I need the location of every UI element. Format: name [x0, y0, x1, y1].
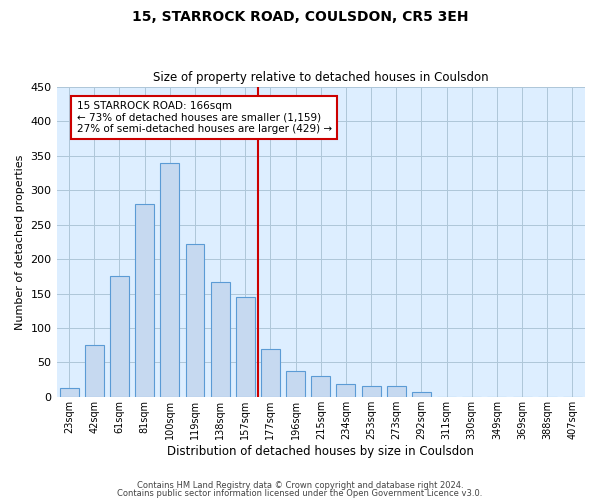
Bar — [311, 376, 330, 397]
Text: Contains public sector information licensed under the Open Government Licence v3: Contains public sector information licen… — [118, 488, 482, 498]
Bar — [387, 386, 406, 397]
Text: 15, STARROCK ROAD, COULSDON, CR5 3EH: 15, STARROCK ROAD, COULSDON, CR5 3EH — [132, 10, 468, 24]
Bar — [362, 386, 380, 397]
Bar — [412, 392, 431, 397]
Bar — [236, 297, 255, 397]
Bar — [110, 276, 129, 397]
Bar — [160, 163, 179, 397]
Bar — [261, 348, 280, 397]
Y-axis label: Number of detached properties: Number of detached properties — [15, 154, 25, 330]
Bar — [286, 370, 305, 397]
Bar — [59, 388, 79, 397]
Title: Size of property relative to detached houses in Coulsdon: Size of property relative to detached ho… — [153, 72, 488, 85]
Bar — [85, 345, 104, 397]
Text: Contains HM Land Registry data © Crown copyright and database right 2024.: Contains HM Land Registry data © Crown c… — [137, 481, 463, 490]
X-axis label: Distribution of detached houses by size in Coulsdon: Distribution of detached houses by size … — [167, 444, 474, 458]
Text: 15 STARROCK ROAD: 166sqm
← 73% of detached houses are smaller (1,159)
27% of sem: 15 STARROCK ROAD: 166sqm ← 73% of detach… — [77, 101, 332, 134]
Bar — [185, 244, 205, 397]
Bar — [337, 384, 355, 397]
Bar — [135, 204, 154, 397]
Bar — [211, 282, 230, 397]
